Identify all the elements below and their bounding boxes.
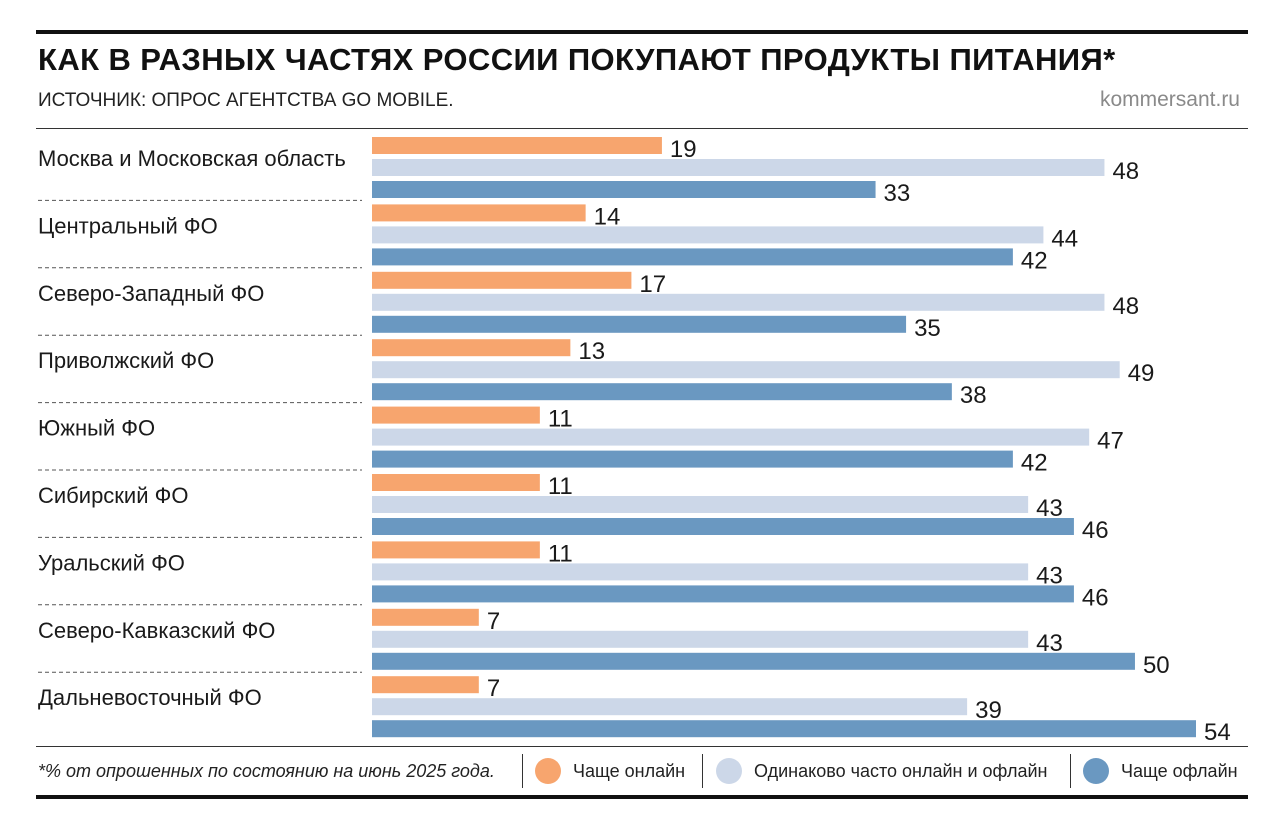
legend-swatch-equal <box>716 758 742 784</box>
data-label: 13 <box>578 338 605 365</box>
legend-item-offline: Чаще офлайн <box>1083 758 1238 784</box>
bar-equal <box>372 496 1029 513</box>
category-label: Дальневосточный ФО <box>38 685 262 710</box>
data-label: 7 <box>487 675 500 702</box>
bar-offline <box>372 720 1196 738</box>
legend-label-equal: Одинаково часто онлайн и офлайн <box>754 760 1048 781</box>
category-label: Приволжский ФО <box>38 348 214 373</box>
bar-offline <box>372 181 876 198</box>
category-label: Южный ФО <box>38 416 155 441</box>
data-label: 35 <box>914 315 941 342</box>
bar-equal <box>372 361 1120 379</box>
bar-online <box>372 474 540 491</box>
data-label: 14 <box>594 203 621 230</box>
legend-swatch-online <box>535 758 561 784</box>
data-label: 42 <box>1021 247 1048 274</box>
top-rule <box>36 30 1248 34</box>
category-label: Северо-Кавказский ФО <box>38 618 275 643</box>
bar-online <box>372 608 479 626</box>
data-label: 7 <box>487 608 500 635</box>
data-label: 17 <box>639 271 666 298</box>
legend-label-offline: Чаще офлайн <box>1121 760 1238 781</box>
chart-subtitle: ИСТОЧНИК: ОПРОС АГЕНТСТВА GO MOBILE. <box>38 90 454 111</box>
bar-equal <box>372 563 1029 581</box>
bar-online <box>372 541 540 559</box>
chart-footer: *% от опрошенных по состоянию на июнь 20… <box>36 746 1248 796</box>
bar-offline <box>372 585 1074 603</box>
bar-online <box>372 271 632 289</box>
data-label: 43 <box>1036 495 1063 522</box>
data-label: 47 <box>1097 428 1124 455</box>
bar-online <box>372 137 662 154</box>
category-label: Северо-Западный ФО <box>38 281 264 306</box>
bar-online <box>372 406 540 424</box>
category-label: Сибирский ФО <box>38 483 188 508</box>
legend-item-equal: Одинаково часто онлайн и офлайн <box>716 758 1047 784</box>
bar-equal <box>372 698 968 716</box>
bar-equal <box>372 293 1105 311</box>
data-label: 48 <box>1112 293 1139 320</box>
data-label: 50 <box>1143 652 1170 679</box>
bar-equal <box>372 226 1044 244</box>
data-label: 44 <box>1051 225 1078 252</box>
bar-equal <box>372 428 1090 446</box>
category-label: Москва и Московская область <box>38 146 346 171</box>
legend-swatch-offline <box>1083 758 1109 784</box>
data-label: 42 <box>1021 450 1048 477</box>
bar-online <box>372 339 571 357</box>
bar-online <box>372 204 586 222</box>
bar-offline <box>372 450 1013 468</box>
data-label: 39 <box>975 697 1002 724</box>
bar-offline <box>372 248 1013 266</box>
data-label: 19 <box>670 136 697 163</box>
category-label: Центральный ФО <box>38 213 218 238</box>
data-label: 11 <box>548 540 573 567</box>
bar-offline <box>372 383 952 401</box>
source-label: kommersant.ru <box>1099 88 1240 111</box>
header-divider <box>36 128 1248 129</box>
footnote: *% от опрошенных по состоянию на июнь 20… <box>38 761 495 781</box>
bar-equal <box>372 159 1105 176</box>
chart-title: КАК В РАЗНЫХ ЧАСТЯХ РОССИИ ПОКУПАЮТ ПРОД… <box>38 42 1116 77</box>
bar-online <box>372 676 479 694</box>
data-label: 38 <box>960 382 987 409</box>
bottom-rule <box>36 795 1248 799</box>
data-label: 43 <box>1036 630 1063 657</box>
data-label: 43 <box>1036 562 1063 589</box>
bar-offline <box>372 652 1135 670</box>
data-label: 48 <box>1112 158 1139 185</box>
data-label: 49 <box>1128 360 1155 387</box>
bar-offline <box>372 518 1074 535</box>
data-label: 46 <box>1082 584 1109 611</box>
legend-separator <box>522 754 523 788</box>
bar-equal <box>372 630 1029 648</box>
data-label: 54 <box>1204 719 1231 746</box>
data-label: 46 <box>1082 517 1109 544</box>
category-label: Уральский ФО <box>38 550 185 575</box>
footer-divider <box>36 746 1248 747</box>
legend-label-online: Чаще онлайн <box>573 760 686 781</box>
legend-separator <box>702 754 703 788</box>
data-label: 11 <box>548 473 573 500</box>
data-label: 11 <box>548 406 573 433</box>
bar-offline <box>372 315 907 333</box>
legend-separator <box>1070 754 1071 788</box>
legend-item-online: Чаще онлайн <box>535 758 685 784</box>
data-label: 33 <box>884 180 911 207</box>
